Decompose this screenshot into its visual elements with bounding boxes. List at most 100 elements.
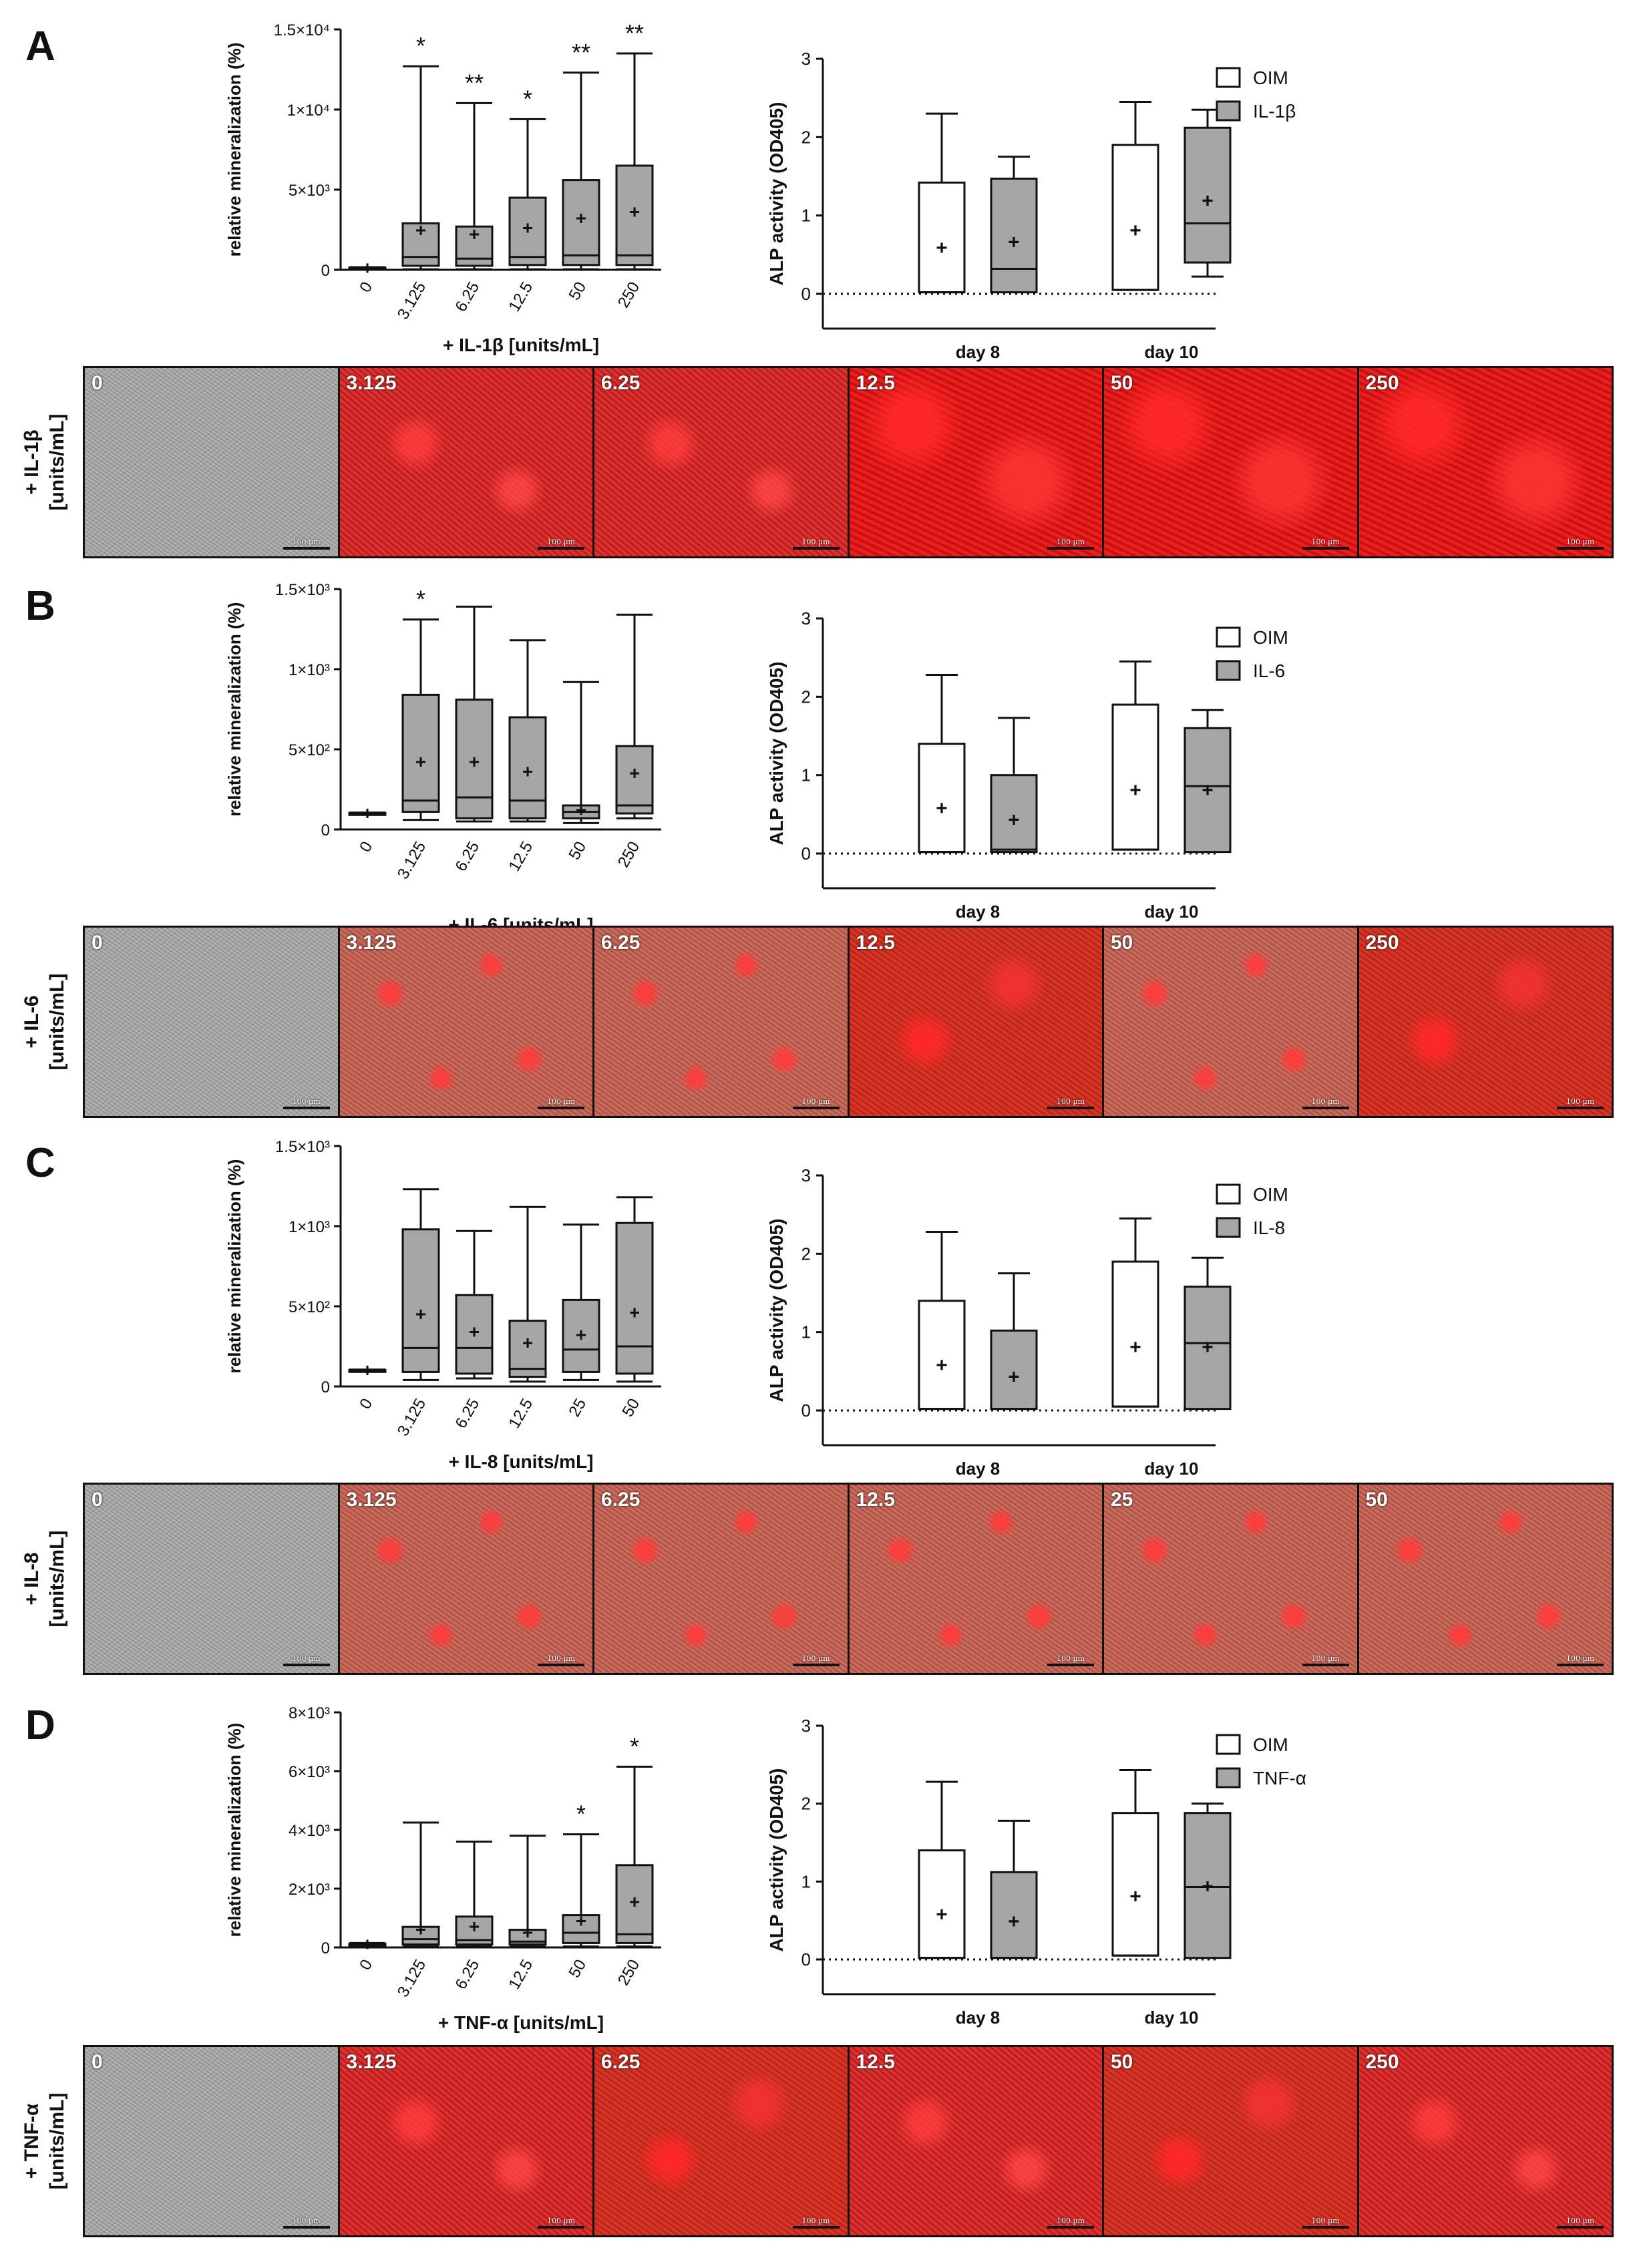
box-mean-marker: +: [469, 751, 480, 772]
scale-bar-label: 100 µm: [546, 1654, 576, 1663]
y-tick-label: 3: [801, 1716, 811, 1736]
scale-bar: 100 µm: [1557, 1654, 1604, 1666]
tile-concentration-label: 0: [92, 1489, 103, 1511]
tile-concentration-label: 6.25: [601, 1489, 641, 1511]
x-tick-label: day 10: [1145, 2008, 1199, 2028]
y-tick-label: 0: [321, 262, 330, 280]
strip-side-label: + IL-6 [units/mL]: [15, 926, 75, 1118]
micrograph-tile: 0 100 µm: [85, 2047, 340, 2235]
scale-bar-label: 100 µm: [1311, 538, 1340, 546]
box-mean-marker: +: [576, 1324, 586, 1345]
micrograph-tile: 250 100 µm: [1358, 368, 1612, 556]
scale-bar-line: [1557, 547, 1604, 550]
significance-marker: *: [576, 1801, 586, 1828]
tile-concentration-label: 3.125: [346, 932, 397, 954]
y-tick-label: 3: [801, 1165, 811, 1185]
box-iqr: [615, 745, 654, 815]
scale-bar-line: [1047, 1664, 1094, 1666]
x-tick-label: day 10: [1145, 1459, 1199, 1479]
scale-bar-label: 100 µm: [1056, 1654, 1085, 1663]
box-mean-marker: +: [415, 1304, 426, 1324]
y-axis-label: ALP activity (OD405): [766, 1219, 787, 1402]
micrograph-tile: 12.5 100 µm: [849, 368, 1104, 556]
y-axis-label: ALP activity (OD405): [766, 1768, 787, 1952]
micrograph-strip: 0 100 µm 3.125 100 µm 6.25 100 µm 12.5 100 µm 50…: [83, 366, 1614, 558]
y-tick-label: 1.5×10³: [275, 581, 330, 599]
micrograph-tile: 6.25 100 µm: [594, 2047, 850, 2235]
scale-bar-label: 100 µm: [292, 538, 321, 546]
alp-box: [1184, 126, 1232, 264]
scale-bar: 100 µm: [1557, 1097, 1604, 1109]
tile-concentration-label: 50: [1111, 2051, 1133, 2073]
scale-bar-line: [283, 547, 330, 550]
box-mean-marker: +: [415, 751, 426, 772]
scale-bar-line: [538, 2226, 584, 2229]
strip-side-label-line: [units/mL]: [46, 2092, 68, 2190]
alp-mean-marker: +: [1008, 809, 1020, 831]
box-iqr: [401, 693, 440, 813]
scale-bar-line: [283, 1664, 330, 1666]
legend-swatch: [1216, 100, 1241, 122]
micrograph-tile: 6.25 100 µm: [594, 1485, 850, 1673]
scale-bar-line: [792, 1664, 840, 1666]
significance-marker: *: [416, 32, 425, 59]
micrograph-tile: 50 100 µm: [1104, 2047, 1359, 2235]
tile-concentration-label: 0: [92, 932, 103, 954]
scale-bar: 100 µm: [1047, 538, 1094, 550]
y-tick-label: 8×10³: [289, 1704, 330, 1722]
box-mean-marker: +: [469, 1916, 480, 1937]
strip-side-label: + IL-8 [units/mL]: [15, 1483, 75, 1675]
y-tick-label: 2×10³: [289, 1881, 330, 1899]
strip-side-label: + IL-1β [units/mL]: [15, 366, 75, 558]
y-tick-label: 1×10³: [289, 1218, 330, 1236]
tile-concentration-label: 3.125: [346, 2051, 397, 2073]
scale-bar-line: [1047, 1107, 1094, 1109]
alp-box: [990, 1329, 1038, 1410]
y-tick-label: 0: [801, 1400, 811, 1421]
alp-mean-marker: +: [1008, 1366, 1020, 1388]
scale-bar-line: [1302, 1107, 1349, 1109]
scale-bar-label: 100 µm: [801, 538, 830, 546]
y-tick-label: 6×10³: [289, 1763, 330, 1781]
legend-label: IL-1β: [1253, 101, 1296, 122]
alp-box: [990, 774, 1038, 854]
tile-concentration-label: 6.25: [601, 932, 641, 954]
legend-label: OIM: [1253, 627, 1288, 648]
micrograph-tile: 50 100 µm: [1104, 368, 1359, 556]
scale-bar-label: 100 µm: [1566, 538, 1595, 546]
tile-concentration-label: 6.25: [601, 2051, 641, 2073]
strip-side-label-line: [units/mL]: [46, 973, 68, 1071]
y-tick-label: 1: [801, 206, 811, 226]
y-tick-label: 1: [801, 1871, 811, 1891]
box-iqr: [615, 164, 654, 266]
strip-side-label-line: [units/mL]: [46, 413, 68, 511]
y-tick-label: 3: [801, 49, 811, 69]
scale-bar: 100 µm: [538, 1654, 584, 1666]
box-iqr: [455, 1294, 494, 1375]
panel-a: A 0 5×10³ 1×10⁴ 1.5×10⁴ relative mineralizati…: [0, 0, 1637, 561]
scale-bar-line: [792, 547, 840, 550]
legend-swatch: [1216, 626, 1241, 648]
tile-concentration-label: 50: [1111, 372, 1133, 394]
x-tick-label: day 8: [956, 902, 1001, 922]
panel-letter: B: [25, 583, 55, 629]
micrograph-strip: 0 100 µm 3.125 100 µm 6.25 100 µm 12.5 100 µm 25…: [83, 1483, 1614, 1675]
micrograph-strip: 0 100 µm 3.125 100 µm 6.25 100 µm 12.5 100 µm 50…: [83, 926, 1614, 1118]
mineralization-boxplot: 0 2×10³ 4×10³ 6×10³ 8×10³ relative mineraliza…: [224, 1704, 661, 2033]
strip-side-label-line: + IL-6: [21, 995, 43, 1049]
box-mean-marker: +: [522, 218, 533, 238]
box-iqr: [562, 1298, 600, 1373]
scale-bar-line: [1302, 547, 1349, 550]
scale-bar-label: 100 µm: [1311, 1654, 1340, 1663]
micrograph-tile: 6.25 100 µm: [594, 928, 850, 1116]
scale-bar: 100 µm: [538, 538, 584, 550]
x-axis-label: + TNF-α [units/mL]: [438, 2012, 604, 2033]
significance-marker: *: [630, 1732, 639, 1760]
scale-bar-line: [1302, 1664, 1349, 1666]
tile-concentration-label: 12.5: [856, 372, 895, 394]
micrograph-tile: 50 100 µm: [1358, 1485, 1612, 1673]
scale-bar-label: 100 µm: [801, 2217, 830, 2225]
panel-letter: D: [25, 1702, 55, 1748]
scale-bar-label: 100 µm: [1311, 2217, 1340, 2225]
alp-box: [1184, 1812, 1232, 1959]
